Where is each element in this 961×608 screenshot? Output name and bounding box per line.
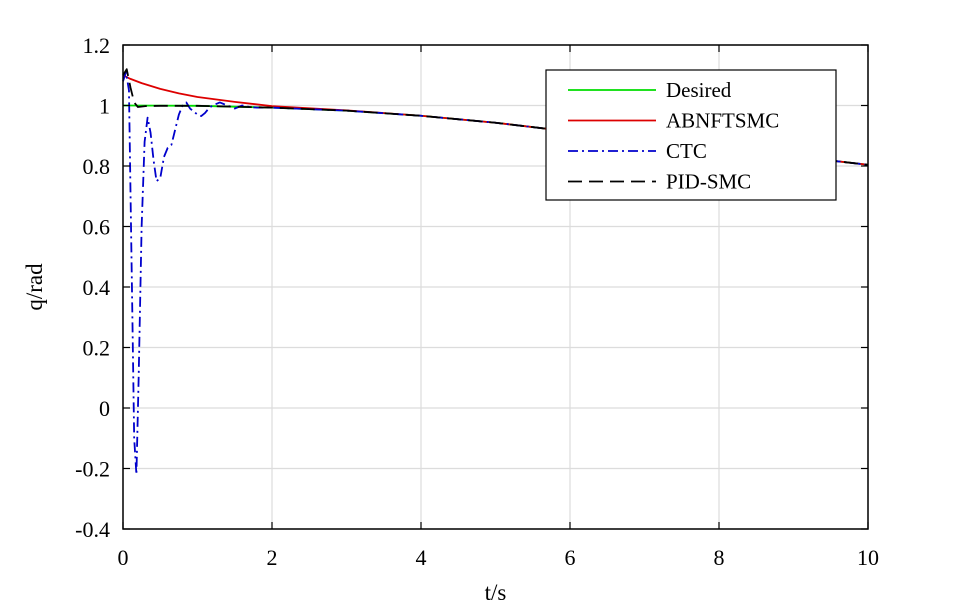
y-tick-label: 1.2 xyxy=(83,33,111,58)
x-tick-label: 4 xyxy=(416,545,427,570)
y-tick-label: 0.6 xyxy=(83,215,111,240)
legend: Desired ABNFTSMC CTC PID-SMC xyxy=(545,69,837,201)
axis-ticks xyxy=(122,44,869,530)
y-tick-label: -0.4 xyxy=(75,517,110,542)
x-axis-title: t/s xyxy=(485,580,507,605)
y-tick-label: 0.2 xyxy=(83,336,111,361)
legend-box xyxy=(545,69,837,201)
legend-label: CTC xyxy=(666,139,707,163)
y-tick-label: -0.2 xyxy=(75,457,110,482)
x-tick-label: 2 xyxy=(267,545,278,570)
x-tick-label: 6 xyxy=(565,545,576,570)
x-tick-label: 8 xyxy=(714,545,725,570)
series-line-ctc xyxy=(122,71,869,476)
legend-label: Desired xyxy=(666,78,732,102)
x-tick-label: 10 xyxy=(857,545,879,570)
y-tick-label: 0.8 xyxy=(83,154,111,179)
tick-labels: 0 2 4 6 8 10 -0.4 -0.2 0 0.2 0.4 0.6 0.8 1 1.2 xyxy=(75,33,879,570)
y-axis-title: q/rad xyxy=(22,263,47,311)
y-tick-label: 0.4 xyxy=(83,275,111,300)
y-tick-label: 0 xyxy=(99,396,110,421)
legend-label: ABNFTSMC xyxy=(666,109,779,133)
x-tick-label: 0 xyxy=(118,545,129,570)
y-tick-label: 1 xyxy=(99,94,110,119)
legend-label: PID-SMC xyxy=(666,170,751,194)
